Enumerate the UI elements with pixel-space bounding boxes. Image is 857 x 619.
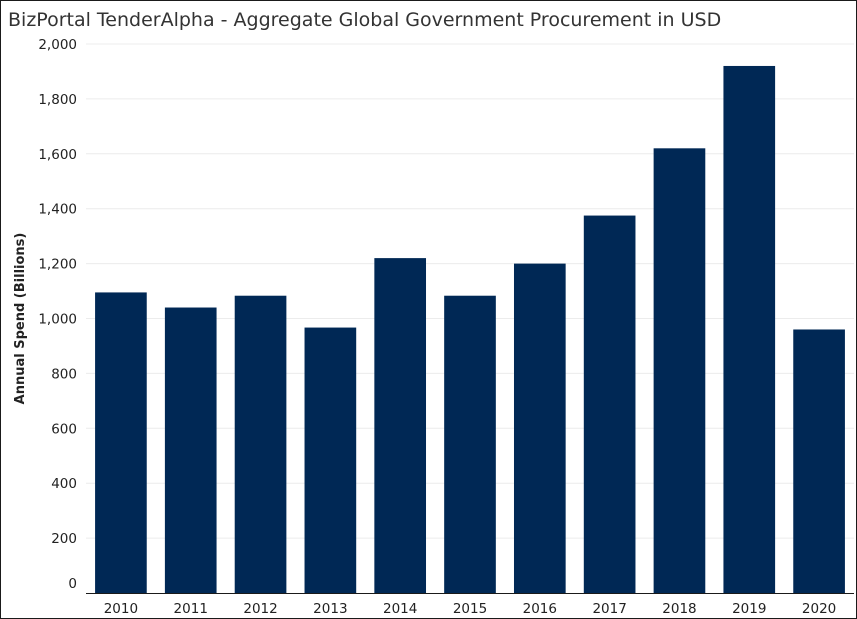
- bar-2019: [723, 65, 776, 593]
- y-axis-title: Annual Spend (Billions): [13, 233, 28, 405]
- y-tick-label: 1,800: [38, 92, 77, 108]
- y-tick-label: 400: [51, 476, 77, 492]
- bar-2010: [95, 292, 147, 593]
- y-tick-label: 1,400: [38, 202, 77, 218]
- x-tick-label: 2013: [313, 601, 347, 617]
- bar-2018: [653, 148, 706, 593]
- x-axis-ticks: 2010 2011 2012 2013 2014 2015 2016 2017 2018 2019…: [104, 601, 837, 617]
- x-tick-label: 2011: [174, 601, 208, 617]
- bar-2013: [304, 327, 357, 593]
- bar-2015: [444, 295, 496, 593]
- bar-2011: [164, 307, 217, 593]
- x-tick-label: 2010: [104, 601, 138, 617]
- x-tick-label: 2019: [732, 601, 766, 617]
- y-tick-label: 1,600: [38, 147, 77, 163]
- x-tick-label: 2012: [243, 601, 277, 617]
- bar-2017: [583, 215, 636, 593]
- bar-2020: [793, 329, 845, 593]
- x-tick-label: 2017: [592, 601, 626, 617]
- x-tick-label: 2018: [662, 601, 696, 617]
- y-tick-label: 800: [51, 366, 77, 382]
- y-tick-label: 1,200: [38, 257, 77, 273]
- y-axis-ticks: 0 200 400 600 800 1,000 1,200 1,400 1,600 1,800 2,…: [38, 37, 77, 592]
- y-tick-label: 600: [51, 421, 77, 437]
- bars: [95, 65, 845, 593]
- x-tick-label: 2020: [802, 601, 836, 617]
- y-tick-label: 1,000: [38, 312, 77, 328]
- y-tick-label: 2,000: [38, 37, 77, 53]
- bar-2016: [513, 263, 566, 593]
- y-tick-label: 0: [68, 576, 77, 592]
- bar-2014: [374, 258, 427, 593]
- x-tick-label: 2015: [453, 601, 487, 617]
- chart-title: BizPortal TenderAlpha - Aggregate Global…: [8, 9, 722, 31]
- bar-2012: [234, 295, 287, 593]
- x-tick-label: 2016: [523, 601, 557, 617]
- y-tick-label: 200: [51, 531, 77, 547]
- x-tick-label: 2014: [383, 601, 417, 617]
